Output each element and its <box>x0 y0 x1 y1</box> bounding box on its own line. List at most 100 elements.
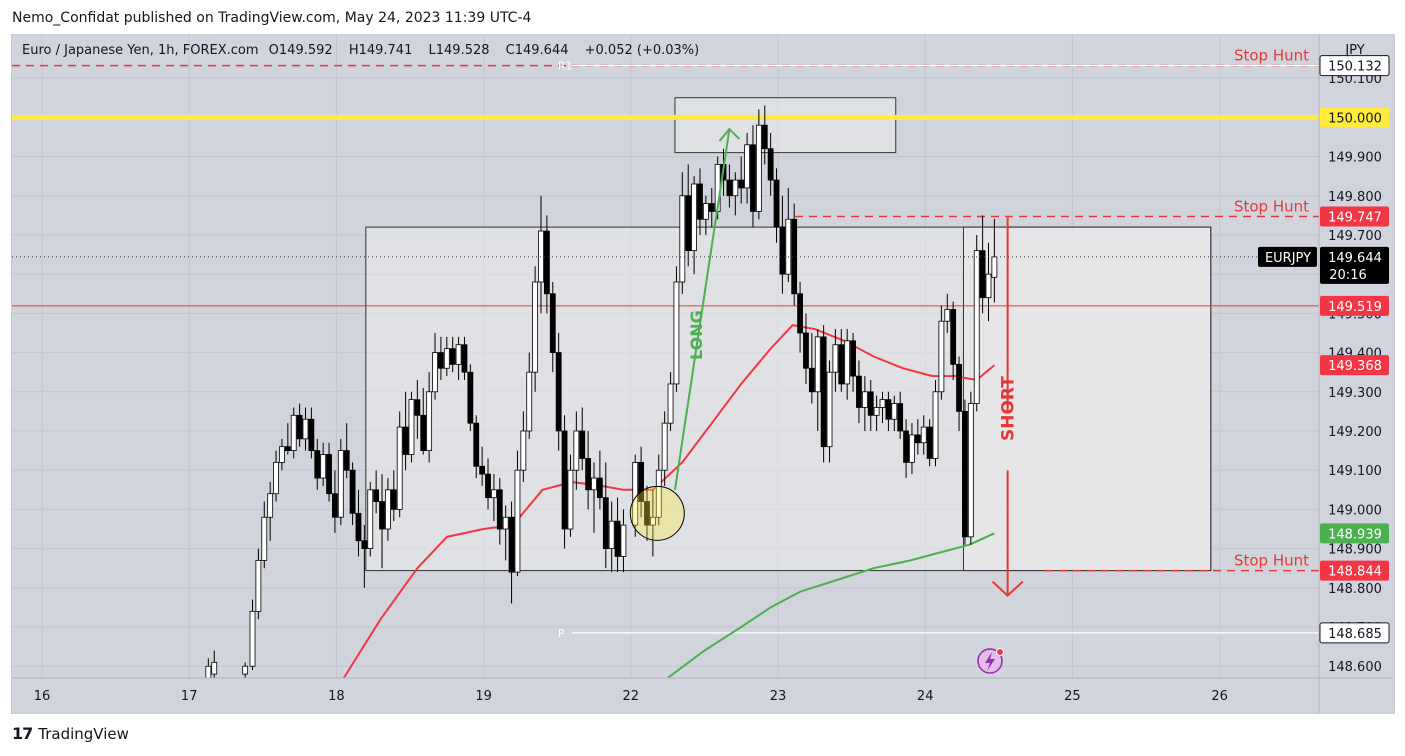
candle-up <box>455 344 462 365</box>
chart-legend: Euro / Japanese Yen, 1h, FOREX.com O149.… <box>22 43 705 58</box>
candle-down <box>897 403 904 432</box>
candle-up <box>367 489 374 550</box>
stop-hunt-label: Stop Hunt <box>1234 47 1309 65</box>
candle-down <box>850 340 856 377</box>
candle-up <box>785 218 792 275</box>
candle-down <box>449 348 456 365</box>
y-tick-label: 149.800 <box>1328 190 1382 205</box>
candle-down <box>414 399 421 416</box>
candle-up <box>502 516 509 530</box>
candle-down <box>508 516 515 573</box>
y-tick-label: 149.700 <box>1328 229 1382 244</box>
sma-red-line <box>342 324 996 678</box>
candle-down <box>355 512 362 542</box>
legend-open-value: 149.592 <box>278 43 333 58</box>
tradingview-logo-icon[interactable]: 17 <box>12 724 33 743</box>
candle-down <box>284 446 291 451</box>
candle-up <box>396 426 403 510</box>
legend-low-value: 149.528 <box>435 43 490 58</box>
alert-icon-dot <box>996 648 1004 656</box>
legend-symbol[interactable]: Euro / Japanese Yen, 1h, FOREX.com <box>22 43 259 58</box>
x-tick-label: 23 <box>770 689 787 704</box>
footer: 17 TradingView <box>12 724 129 743</box>
candle-up <box>255 559 262 612</box>
price-label-bg <box>1320 107 1389 128</box>
currency-label: JPY <box>1344 43 1364 58</box>
candle-down <box>438 352 444 369</box>
price-label-bg <box>1320 523 1389 544</box>
legend-high-label: H <box>348 43 359 58</box>
candle-down <box>479 465 486 475</box>
candle-up <box>205 665 212 678</box>
candle-up <box>873 407 880 416</box>
price-label-current: 149.644 <box>1328 251 1382 266</box>
legend-change: +0.052 (+0.03%) <box>584 43 700 58</box>
price-label-current-bg <box>1320 246 1389 284</box>
legend-high-value: 149.741 <box>358 43 413 58</box>
candle-up <box>649 516 656 526</box>
y-tick-label: 149.200 <box>1328 425 1382 440</box>
candle-down <box>803 332 809 369</box>
candle-down <box>596 477 603 499</box>
y-tick-label: 149.900 <box>1328 151 1382 166</box>
price-label: 148.844 <box>1328 565 1382 580</box>
candle-up <box>249 610 256 667</box>
y-tick-label: 149.000 <box>1328 503 1382 518</box>
candle-up <box>861 391 868 408</box>
price-label: 150.000 <box>1328 111 1382 126</box>
candle-down <box>461 344 468 373</box>
candle-up <box>744 144 750 189</box>
candle-up <box>755 124 762 212</box>
candle-up <box>385 489 391 530</box>
candle-down <box>326 454 332 495</box>
footer-brand[interactable]: TradingView <box>38 724 129 743</box>
y-tick-label: 149.100 <box>1328 464 1382 479</box>
price-label-bg <box>1320 295 1389 316</box>
candle-up <box>526 371 533 432</box>
short-box <box>962 226 1212 572</box>
alert-lightning-icon <box>977 648 1004 674</box>
candle-up <box>932 391 939 459</box>
candle-up <box>242 665 249 675</box>
candle-down <box>485 473 491 499</box>
x-tick-label: 22 <box>623 689 640 704</box>
price-label: 149.519 <box>1328 300 1382 315</box>
long-arrow-head <box>718 127 741 142</box>
candle-up <box>879 399 886 408</box>
x-tick-label: 16 <box>34 689 51 704</box>
price-label: 150.132 <box>1328 60 1382 75</box>
x-tick-label: 24 <box>917 689 934 704</box>
candle-down <box>926 426 933 459</box>
x-tick-label: 19 <box>475 689 492 704</box>
candle-up <box>679 195 686 283</box>
plot-area: R1 P LONG SHORT Stop Hunt Stop Hunt Stop Hunt <box>12 35 1319 678</box>
candle-down <box>708 203 715 212</box>
candle-up <box>891 403 898 420</box>
symbol-tag-bg <box>1258 246 1317 267</box>
price-label-bg <box>1319 622 1390 644</box>
candles <box>205 105 998 678</box>
legend-low-label: L <box>428 43 436 58</box>
x-tick-label: 26 <box>1211 689 1228 704</box>
x-tick-label: 18 <box>328 689 345 704</box>
candle-down <box>467 371 474 424</box>
candle-up <box>514 469 521 573</box>
candle-up <box>538 230 544 283</box>
candle-up <box>273 461 279 495</box>
candle-up <box>938 320 945 393</box>
candle-up <box>211 661 218 675</box>
long-label: LONG <box>687 310 706 360</box>
candle-down <box>738 179 745 189</box>
candle-down <box>779 226 786 275</box>
candle-up <box>491 489 497 499</box>
candle-up <box>814 336 821 393</box>
candle-up <box>826 371 833 448</box>
candle-up <box>279 446 285 463</box>
candle-up <box>320 454 327 479</box>
candle-down <box>856 375 862 408</box>
legend-close-value: 149.644 <box>514 43 569 58</box>
candle-up <box>443 348 450 369</box>
candle-up <box>661 422 668 471</box>
y-tick-label: 148.600 <box>1328 660 1382 675</box>
